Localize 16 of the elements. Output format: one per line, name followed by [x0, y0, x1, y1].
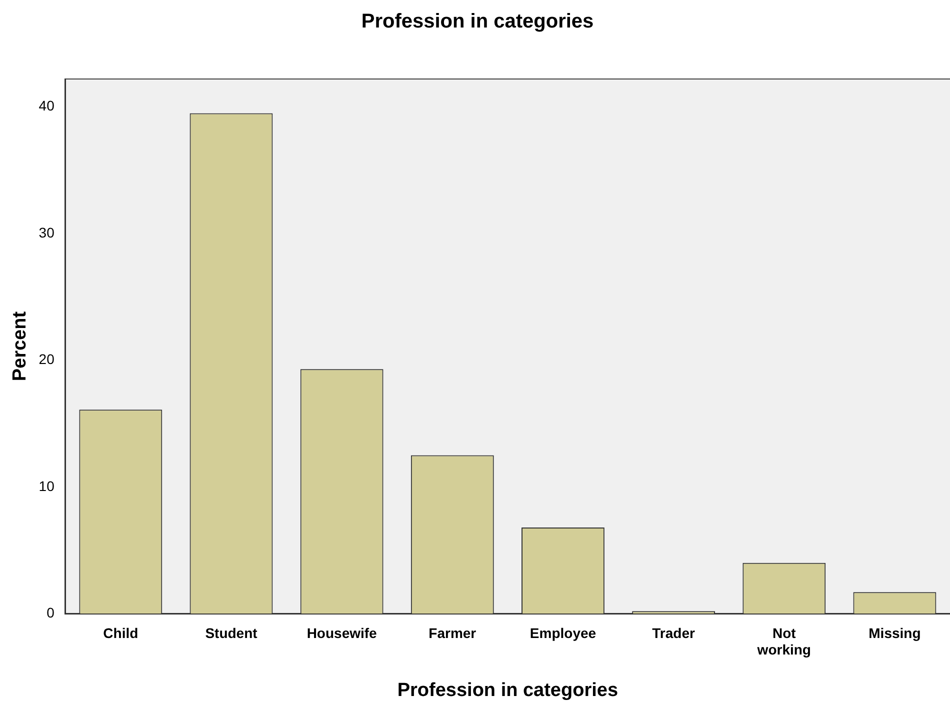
x-tick-label: Not working [756, 624, 811, 658]
x-tick-label: Trader [652, 624, 696, 641]
x-tick-label: Housewife [306, 624, 378, 641]
y-tick-label: 10 [38, 478, 55, 494]
y-tick-label: 40 [38, 98, 55, 114]
y-tick-label: 0 [46, 604, 55, 620]
x-axis-title: Profession in categories [397, 680, 618, 701]
y-axis-title: Percent [10, 310, 31, 382]
x-tick-label: Missing [868, 624, 921, 641]
y-tick-label: 30 [38, 224, 55, 240]
y-tick-label: 20 [38, 351, 55, 368]
x-tick-label: Farmer [428, 624, 477, 641]
x-tick-label: Child [103, 624, 138, 641]
x-tick-label: Student [205, 624, 258, 641]
x-tick-label: Employee [530, 624, 596, 641]
chart-title: Profession in categories [361, 10, 594, 33]
